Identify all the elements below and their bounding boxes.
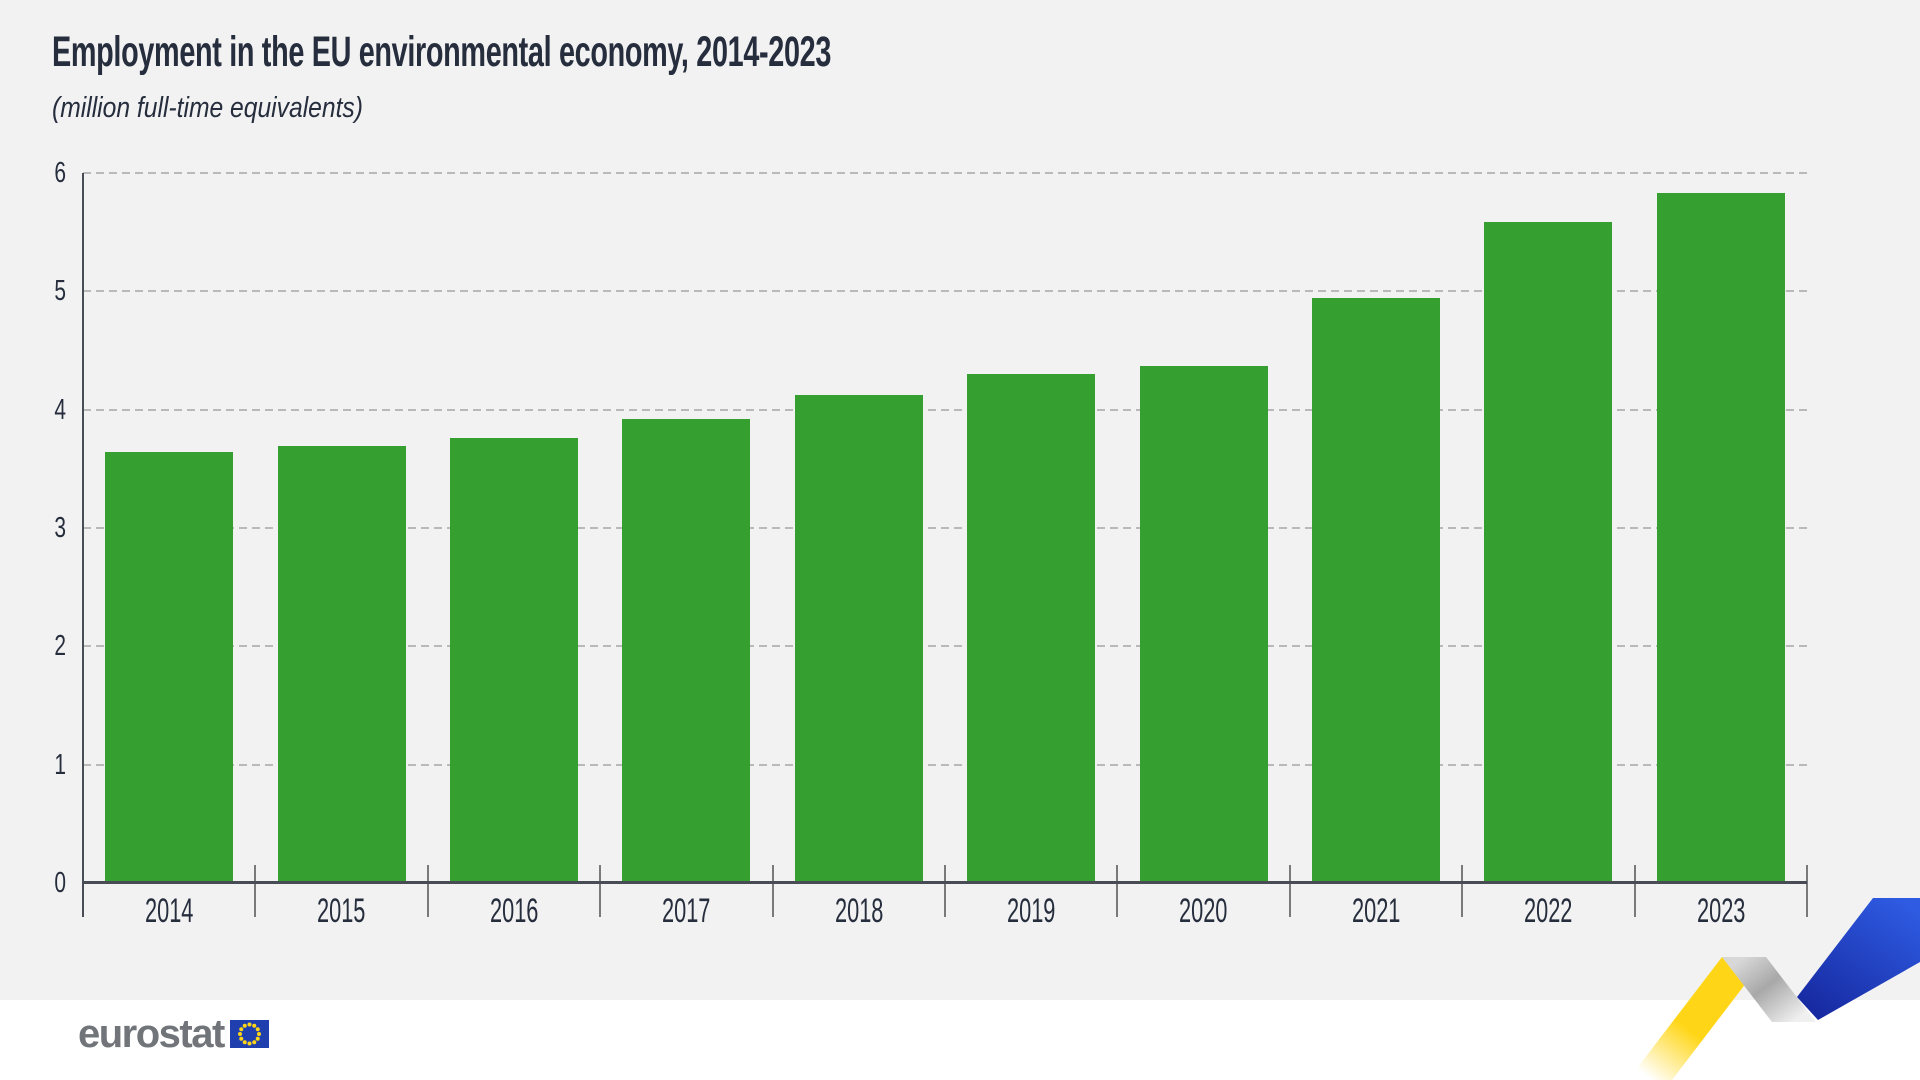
eurostat-logo: eurostat	[78, 1012, 269, 1056]
eurostat-ribbon-graphic	[1628, 898, 1920, 1080]
chart-title: Employment in the EU environmental econo…	[52, 28, 832, 76]
x-tick-label-2023: 2023	[1696, 892, 1745, 930]
x-tick-label-2021: 2021	[1351, 892, 1401, 930]
x-tick-mark-3	[599, 865, 602, 917]
bar-2021	[1312, 298, 1440, 883]
bar-2022	[1484, 221, 1613, 883]
ribbon-gray-band	[1722, 957, 1816, 1022]
x-tick-label-2022: 2022	[1524, 892, 1573, 930]
bar-2023	[1656, 193, 1785, 883]
gridline-6	[83, 172, 1807, 174]
chart-subtitle: (million full-time equivalents)	[52, 92, 363, 124]
bar-2018	[794, 395, 923, 883]
x-tick-mark-1	[254, 865, 257, 917]
bar-2016	[450, 438, 578, 883]
eurostat-logo-text: eurostat	[78, 1012, 225, 1056]
x-tick-label-2015: 2015	[317, 892, 366, 930]
x-tick-mark-10	[1806, 865, 1808, 917]
x-tick-mark-2	[426, 865, 429, 917]
y-tick-label-2: 2	[54, 630, 66, 663]
y-tick-label-6: 6	[54, 157, 66, 189]
x-tick-mark-5	[944, 865, 946, 917]
x-tick-mark-7	[1288, 865, 1291, 917]
y-tick-label-0: 0	[54, 867, 66, 899]
y-tick-label-3: 3	[54, 512, 66, 544]
y-tick-label-1: 1	[54, 748, 66, 781]
y-axis-line	[82, 173, 84, 917]
x-tick-label-2018: 2018	[834, 892, 883, 930]
x-tick-label-2016: 2016	[489, 892, 539, 930]
x-tick-label-2020: 2020	[1179, 892, 1228, 930]
y-tick-label-4: 4	[54, 393, 66, 426]
x-axis-line	[83, 881, 1807, 884]
x-tick-mark-8	[1461, 865, 1464, 917]
x-tick-label-2017: 2017	[662, 892, 711, 930]
ribbon-yellow-band	[1628, 957, 1766, 1080]
gridline-3	[83, 527, 1807, 529]
ribbon-blue-band	[1797, 898, 1920, 1020]
y-tick-label-5: 5	[54, 275, 66, 308]
x-tick-mark-6	[1116, 865, 1119, 917]
footer-strip	[0, 1000, 1920, 1080]
bar-2015	[277, 446, 406, 883]
bar-2019	[967, 374, 1096, 883]
bar-2020	[1139, 365, 1268, 883]
x-tick-mark-4	[771, 865, 774, 917]
gridline-2	[83, 645, 1807, 648]
gridline-1	[83, 763, 1807, 766]
bar-2017	[622, 419, 751, 883]
gridline-4	[83, 408, 1807, 411]
eu-flag-icon	[229, 1020, 269, 1048]
x-tick-mark-9	[1633, 865, 1636, 917]
x-tick-label-2019: 2019	[1006, 892, 1056, 930]
bar-2014	[105, 452, 234, 883]
gridline-5	[83, 290, 1807, 293]
x-tick-label-2014: 2014	[144, 892, 194, 930]
